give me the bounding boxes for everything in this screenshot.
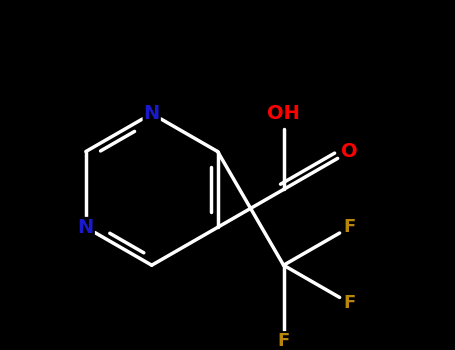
Text: F: F xyxy=(278,332,290,350)
Text: F: F xyxy=(344,294,356,312)
Text: F: F xyxy=(344,218,356,236)
Text: N: N xyxy=(78,218,94,237)
Text: OH: OH xyxy=(267,104,300,123)
Text: O: O xyxy=(341,142,358,161)
Text: N: N xyxy=(144,104,160,123)
